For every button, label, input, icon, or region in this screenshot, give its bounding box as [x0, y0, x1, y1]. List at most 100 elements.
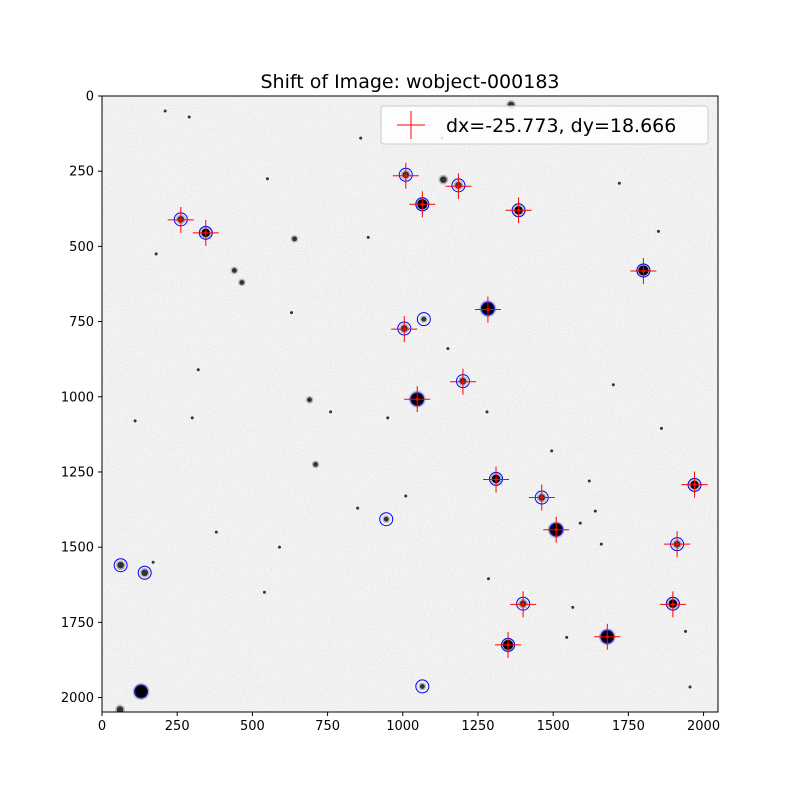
detection-circle — [379, 512, 394, 527]
star — [163, 109, 167, 113]
x-tick-label: 0 — [98, 719, 106, 734]
legend-cross-icon — [397, 111, 425, 139]
plot-frame — [101, 95, 719, 713]
star — [550, 449, 554, 453]
star — [265, 177, 269, 181]
y-tick-label: 0 — [86, 90, 94, 105]
x-tick-label: 1000 — [386, 719, 419, 734]
star — [290, 235, 299, 243]
detection-circle — [113, 558, 128, 573]
star — [684, 629, 688, 633]
star — [617, 181, 621, 185]
shift-marker — [449, 368, 476, 395]
star — [190, 416, 194, 420]
star — [382, 515, 391, 523]
shift-marker — [528, 484, 555, 511]
star — [356, 506, 360, 510]
star — [305, 395, 314, 404]
detection-circle — [137, 565, 152, 580]
chart-title: Shift of Image: wobject-000183 — [261, 71, 560, 93]
y-tick-label: 1250 — [61, 465, 94, 480]
y-tick-label: 250 — [69, 165, 94, 180]
star — [438, 174, 449, 185]
star — [386, 416, 390, 420]
y-tick-label: 2000 — [61, 691, 94, 706]
star — [262, 590, 266, 594]
shift-marker — [543, 516, 570, 543]
star — [214, 530, 218, 534]
star — [420, 315, 428, 323]
legend-box — [380, 105, 709, 145]
shift-marker — [404, 386, 431, 413]
plot-area — [102, 96, 718, 712]
star — [311, 460, 320, 469]
star — [599, 542, 603, 546]
detection-circle — [416, 312, 431, 327]
y-tick-label: 500 — [69, 240, 94, 255]
x-tick-label: 500 — [240, 719, 265, 734]
shift-markers — [167, 162, 708, 658]
shift-marker — [659, 591, 686, 618]
star — [139, 567, 150, 578]
star — [571, 605, 575, 609]
star — [154, 252, 158, 256]
star — [565, 635, 569, 639]
star — [611, 383, 615, 387]
detection-circle — [134, 684, 149, 699]
shift-marker — [594, 623, 621, 650]
shift-marker — [474, 296, 501, 323]
star — [587, 479, 591, 483]
star — [578, 521, 582, 525]
star — [656, 229, 660, 233]
shift-marker — [409, 191, 436, 218]
star — [487, 577, 491, 581]
star — [289, 311, 293, 315]
x-tick-label: 1250 — [461, 719, 494, 734]
star — [187, 115, 191, 119]
star — [115, 704, 125, 712]
star — [485, 410, 489, 414]
star — [404, 494, 408, 498]
shift-marker — [192, 219, 219, 246]
legend: dx=-25.773, dy=18.666 — [380, 105, 709, 145]
star — [688, 685, 692, 689]
shift-marker — [505, 197, 532, 224]
star — [593, 509, 597, 513]
star — [196, 368, 200, 372]
shift-marker — [681, 471, 708, 498]
stars-layer — [115, 100, 701, 712]
x-tick-label: 1750 — [612, 719, 645, 734]
shift-marker — [483, 466, 510, 493]
x-axis: 0 250 500 750 1000 1250 1500 1750 2000 — [98, 712, 720, 734]
detection-circle — [415, 679, 430, 694]
shift-marker — [391, 316, 418, 343]
shift-marker — [510, 591, 537, 618]
shift-marker — [167, 206, 194, 233]
x-tick-label: 750 — [315, 719, 340, 734]
legend-label: dx=-25.773, dy=18.666 — [446, 115, 676, 137]
star — [115, 560, 126, 571]
x-tick-label: 250 — [165, 719, 190, 734]
x-tick-label: 1500 — [537, 719, 570, 734]
shift-marker — [445, 173, 472, 200]
shift-marker — [664, 531, 691, 558]
star — [366, 235, 370, 239]
star — [446, 347, 450, 351]
star — [132, 683, 150, 700]
star — [659, 426, 663, 430]
star — [329, 410, 333, 414]
y-tick-label: 1750 — [61, 616, 94, 631]
star — [359, 136, 363, 140]
y-axis: 0 250 500 750 1000 1250 1500 1750 2000 — [61, 90, 102, 706]
star — [277, 545, 281, 549]
y-tick-label: 1000 — [61, 390, 94, 405]
image-noise — [102, 96, 718, 712]
star — [230, 266, 239, 275]
shift-marker — [392, 162, 419, 189]
y-tick-label: 750 — [69, 315, 94, 330]
star — [238, 278, 246, 287]
x-tick-label: 2000 — [687, 719, 720, 734]
y-tick-label: 1500 — [61, 541, 94, 556]
star — [418, 682, 427, 691]
